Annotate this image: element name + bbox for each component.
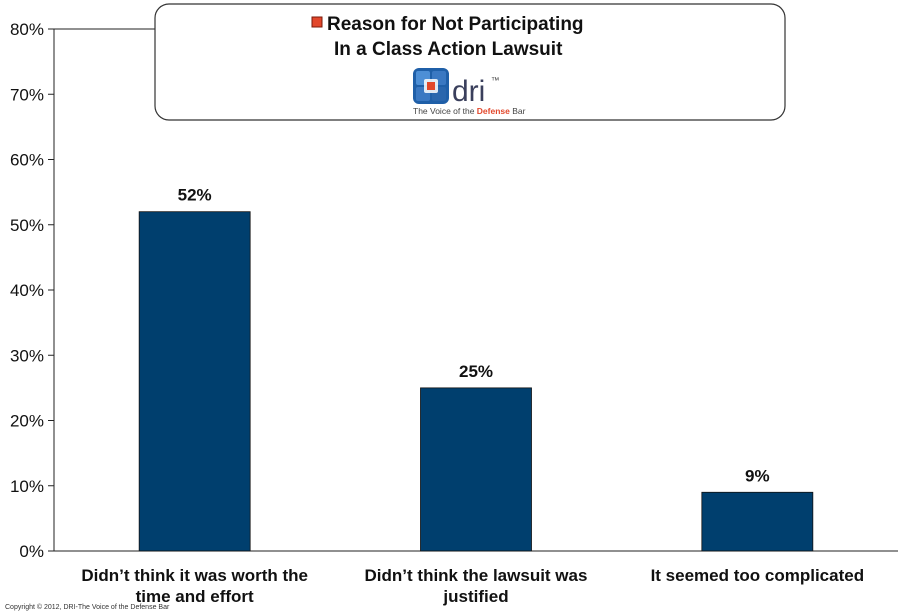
bar bbox=[701, 491, 814, 552]
data-label: 25% bbox=[459, 362, 493, 381]
legend-label-line-2: In a Class Action Lawsuit bbox=[334, 39, 563, 60]
category-label: It seemed too complicated bbox=[651, 566, 865, 585]
dri-logo: dri ™ The Voice of the Defense Bar bbox=[413, 68, 526, 116]
logo-trademark: ™ bbox=[491, 75, 500, 85]
y-tick-label: 60% bbox=[10, 151, 44, 170]
logo-name: dri bbox=[452, 75, 485, 108]
y-tick-label: 0% bbox=[19, 542, 44, 561]
legend-box: Reason for Not Participating In a Class … bbox=[154, 3, 786, 121]
copyright-notice: Copyright © 2012, DRI-The Voice of the D… bbox=[5, 604, 170, 611]
legend-label-line-1: Reason for Not Participating bbox=[327, 14, 584, 35]
category-label: Didn’t think the lawsuit was justified bbox=[365, 566, 588, 606]
y-tick-label: 10% bbox=[10, 477, 44, 496]
category-labels: Didn’t think it was worth the time and ef… bbox=[81, 566, 864, 606]
y-tick-label: 50% bbox=[10, 216, 44, 235]
bar bbox=[138, 211, 251, 552]
y-tick-label: 40% bbox=[10, 281, 44, 300]
category-label: Didn’t think it was worth the time and ef… bbox=[81, 566, 308, 606]
value-labels: 52% 25% 9% bbox=[178, 186, 770, 486]
dri-logo-icon bbox=[413, 68, 449, 104]
bars bbox=[138, 211, 814, 552]
bar bbox=[420, 387, 532, 552]
data-label: 52% bbox=[178, 186, 212, 205]
data-label: 9% bbox=[745, 466, 770, 485]
y-tick-label: 30% bbox=[10, 346, 44, 365]
legend-marker bbox=[311, 16, 323, 28]
logo-tagline: The Voice of the Defense Bar bbox=[413, 106, 526, 116]
y-tick-label: 70% bbox=[10, 85, 44, 104]
y-tick-label: 80% bbox=[10, 20, 44, 39]
y-tick-label: 20% bbox=[10, 412, 44, 431]
